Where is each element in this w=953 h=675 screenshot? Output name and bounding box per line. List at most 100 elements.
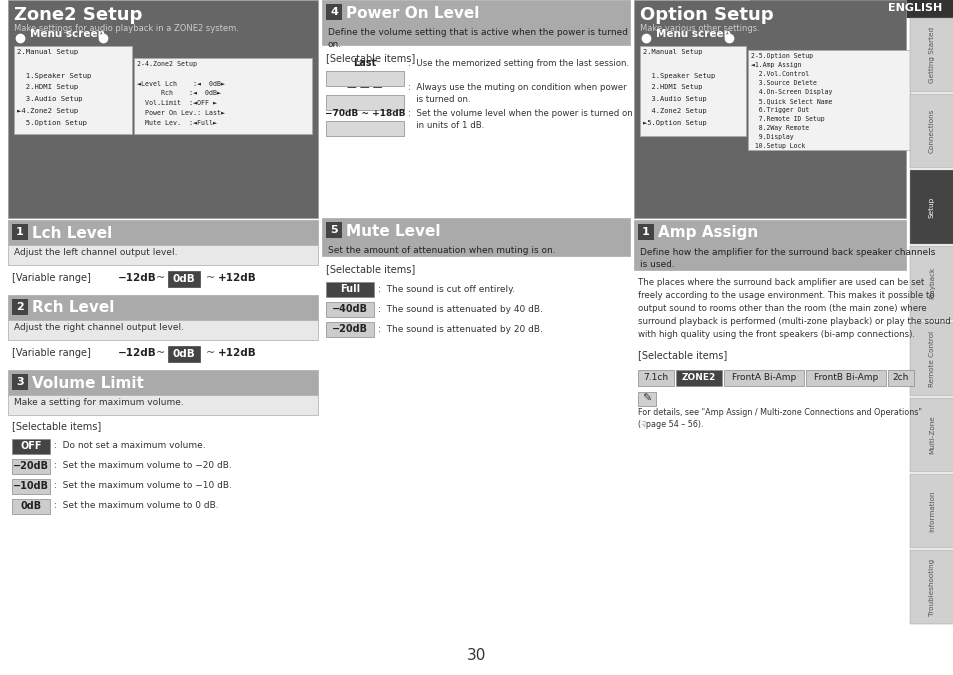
Bar <box>909 398 953 472</box>
Text: −40dB: −40dB <box>332 304 368 314</box>
Bar <box>326 302 374 317</box>
Text: Adjust the right channel output level.: Adjust the right channel output level. <box>14 323 184 332</box>
Text: +12dB: +12dB <box>218 348 256 358</box>
Text: 0dB: 0dB <box>172 349 195 359</box>
Text: :  Always use the muting on condition when power: : Always use the muting on condition whe… <box>408 82 626 92</box>
Text: 4.On-Screen Display: 4.On-Screen Display <box>750 89 832 95</box>
Text: ◄Level Lch    :◄  0dB►: ◄Level Lch :◄ 0dB► <box>137 80 225 86</box>
Text: [Selectable items]: [Selectable items] <box>638 350 726 360</box>
Text: 1.Speaker Setup: 1.Speaker Setup <box>17 73 91 78</box>
Text: Remote Control: Remote Control <box>928 331 934 387</box>
Text: −12dB: −12dB <box>118 348 156 358</box>
Text: Power On Lev.: Last►: Power On Lev.: Last► <box>137 110 225 116</box>
Text: Last: Last <box>353 58 376 68</box>
Text: ~: ~ <box>156 348 165 358</box>
Text: [Selectable items]: [Selectable items] <box>326 53 415 63</box>
Text: Rch Level: Rch Level <box>32 300 114 315</box>
Bar <box>638 224 654 240</box>
Text: Make various other settings.: Make various other settings. <box>639 24 759 33</box>
Bar <box>12 479 50 494</box>
Text: Menu screen: Menu screen <box>656 29 730 39</box>
Text: Zone2 Setup: Zone2 Setup <box>14 6 142 24</box>
Bar <box>326 4 341 20</box>
Text: :  Set the volume level when the power is turned on: : Set the volume level when the power is… <box>408 109 632 117</box>
Text: For details, see "Amp Assign / Multi-zone Connections and Operations": For details, see "Amp Assign / Multi-zon… <box>638 408 921 417</box>
Text: on.: on. <box>328 40 342 49</box>
Text: 6.Trigger Out: 6.Trigger Out <box>750 107 808 113</box>
Text: Lch Level: Lch Level <box>32 225 112 240</box>
Text: 2-5.Option Setup: 2-5.Option Setup <box>750 53 812 59</box>
Text: Connections: Connections <box>928 109 934 153</box>
Text: 2.Manual Setup: 2.Manual Setup <box>642 49 701 55</box>
Text: :  The sound is attenuated by 40 dB.: : The sound is attenuated by 40 dB. <box>377 304 542 313</box>
Bar <box>12 224 28 240</box>
Text: Define the volume setting that is active when the power is turned: Define the volume setting that is active… <box>328 28 627 37</box>
Text: Set the amount of attenuation when muting is on.: Set the amount of attenuation when mutin… <box>328 246 555 255</box>
Text: 1: 1 <box>16 227 24 237</box>
Text: FrontA Bi-Amp: FrontA Bi-Amp <box>731 373 796 383</box>
Text: 2.HDMI Setup: 2.HDMI Setup <box>642 84 701 90</box>
Bar <box>747 50 909 150</box>
Text: 1: 1 <box>641 227 649 237</box>
Text: Option Setup: Option Setup <box>639 6 773 24</box>
Bar <box>14 46 132 134</box>
Text: :  The sound is cut off entirely.: : The sound is cut off entirely. <box>377 284 515 294</box>
Text: −70dB ~ +18dB: −70dB ~ +18dB <box>324 109 405 117</box>
Bar <box>909 94 953 168</box>
Text: :  The sound is attenuated by 20 dB.: : The sound is attenuated by 20 dB. <box>377 325 542 333</box>
Text: Mute Level: Mute Level <box>346 223 440 238</box>
Text: 2.Vol.Control: 2.Vol.Control <box>750 71 808 77</box>
Bar <box>909 170 953 244</box>
Text: is used.: is used. <box>639 260 674 269</box>
Bar <box>326 95 403 110</box>
Text: :  Do not set a maximum volume.: : Do not set a maximum volume. <box>54 441 206 450</box>
Text: Information: Information <box>928 490 934 532</box>
Text: 4.Zone2 Setup: 4.Zone2 Setup <box>642 108 706 114</box>
Text: with high quality using the front speakers (bi-amp connections).: with high quality using the front speake… <box>638 330 914 339</box>
Bar <box>326 222 341 238</box>
Text: ►4.Zone2 Setup: ►4.Zone2 Setup <box>17 108 78 114</box>
Text: 0dB: 0dB <box>172 274 195 284</box>
Text: :  Set the maximum volume to −20 dB.: : Set the maximum volume to −20 dB. <box>54 462 232 470</box>
Text: Full: Full <box>339 284 359 294</box>
Text: FrontB Bi-Amp: FrontB Bi-Amp <box>813 373 877 383</box>
Bar <box>8 220 317 245</box>
Text: Troubleshooting: Troubleshooting <box>928 558 934 616</box>
Text: in units of 1 dB.: in units of 1 dB. <box>408 121 484 130</box>
Text: 2.HDMI Setup: 2.HDMI Setup <box>17 84 78 90</box>
Bar <box>723 370 803 386</box>
Text: 3.Source Delete: 3.Source Delete <box>750 80 816 86</box>
Bar <box>8 395 317 415</box>
Text: 1.Speaker Setup: 1.Speaker Setup <box>642 73 715 78</box>
Text: 2ch: 2ch <box>892 373 908 383</box>
Text: ►5.Option Setup: ►5.Option Setup <box>642 119 706 126</box>
Text: (☟page 54 – 56).: (☟page 54 – 56). <box>638 420 702 429</box>
Text: [Variable range]: [Variable range] <box>12 273 91 283</box>
Text: is turned on.: is turned on. <box>408 95 470 103</box>
Text: Multi-Zone: Multi-Zone <box>928 416 934 454</box>
Text: 3.Audio Setup: 3.Audio Setup <box>642 97 706 102</box>
Bar <box>749 0 953 18</box>
Bar <box>326 71 403 86</box>
Bar <box>322 218 629 256</box>
Text: ENGLISH: ENGLISH <box>887 3 941 13</box>
Text: Vol.Limit  :◄OFF ►: Vol.Limit :◄OFF ► <box>137 100 216 106</box>
Bar <box>8 0 317 218</box>
Bar <box>909 322 953 396</box>
Bar <box>634 220 905 270</box>
Text: Adjust the left channel output level.: Adjust the left channel output level. <box>14 248 177 257</box>
Bar <box>634 0 905 218</box>
Bar <box>638 392 656 406</box>
Bar <box>168 346 200 362</box>
Text: Define how the amplifier for the surround back speaker channels: Define how the amplifier for the surroun… <box>639 248 934 257</box>
Text: −10dB: −10dB <box>13 481 49 491</box>
Text: Mute Lev.  :◄Full►: Mute Lev. :◄Full► <box>137 119 216 126</box>
Bar <box>805 370 885 386</box>
Text: [Selectable items]: [Selectable items] <box>12 421 101 431</box>
Text: Getting Started: Getting Started <box>928 27 934 83</box>
Text: 5.Option Setup: 5.Option Setup <box>17 119 87 126</box>
Text: — — —: — — — <box>347 82 382 92</box>
Text: 2-4.Zone2 Setup: 2-4.Zone2 Setup <box>137 61 196 67</box>
Text: 2.Manual Setup: 2.Manual Setup <box>17 49 78 55</box>
Text: +12dB: +12dB <box>218 273 256 283</box>
